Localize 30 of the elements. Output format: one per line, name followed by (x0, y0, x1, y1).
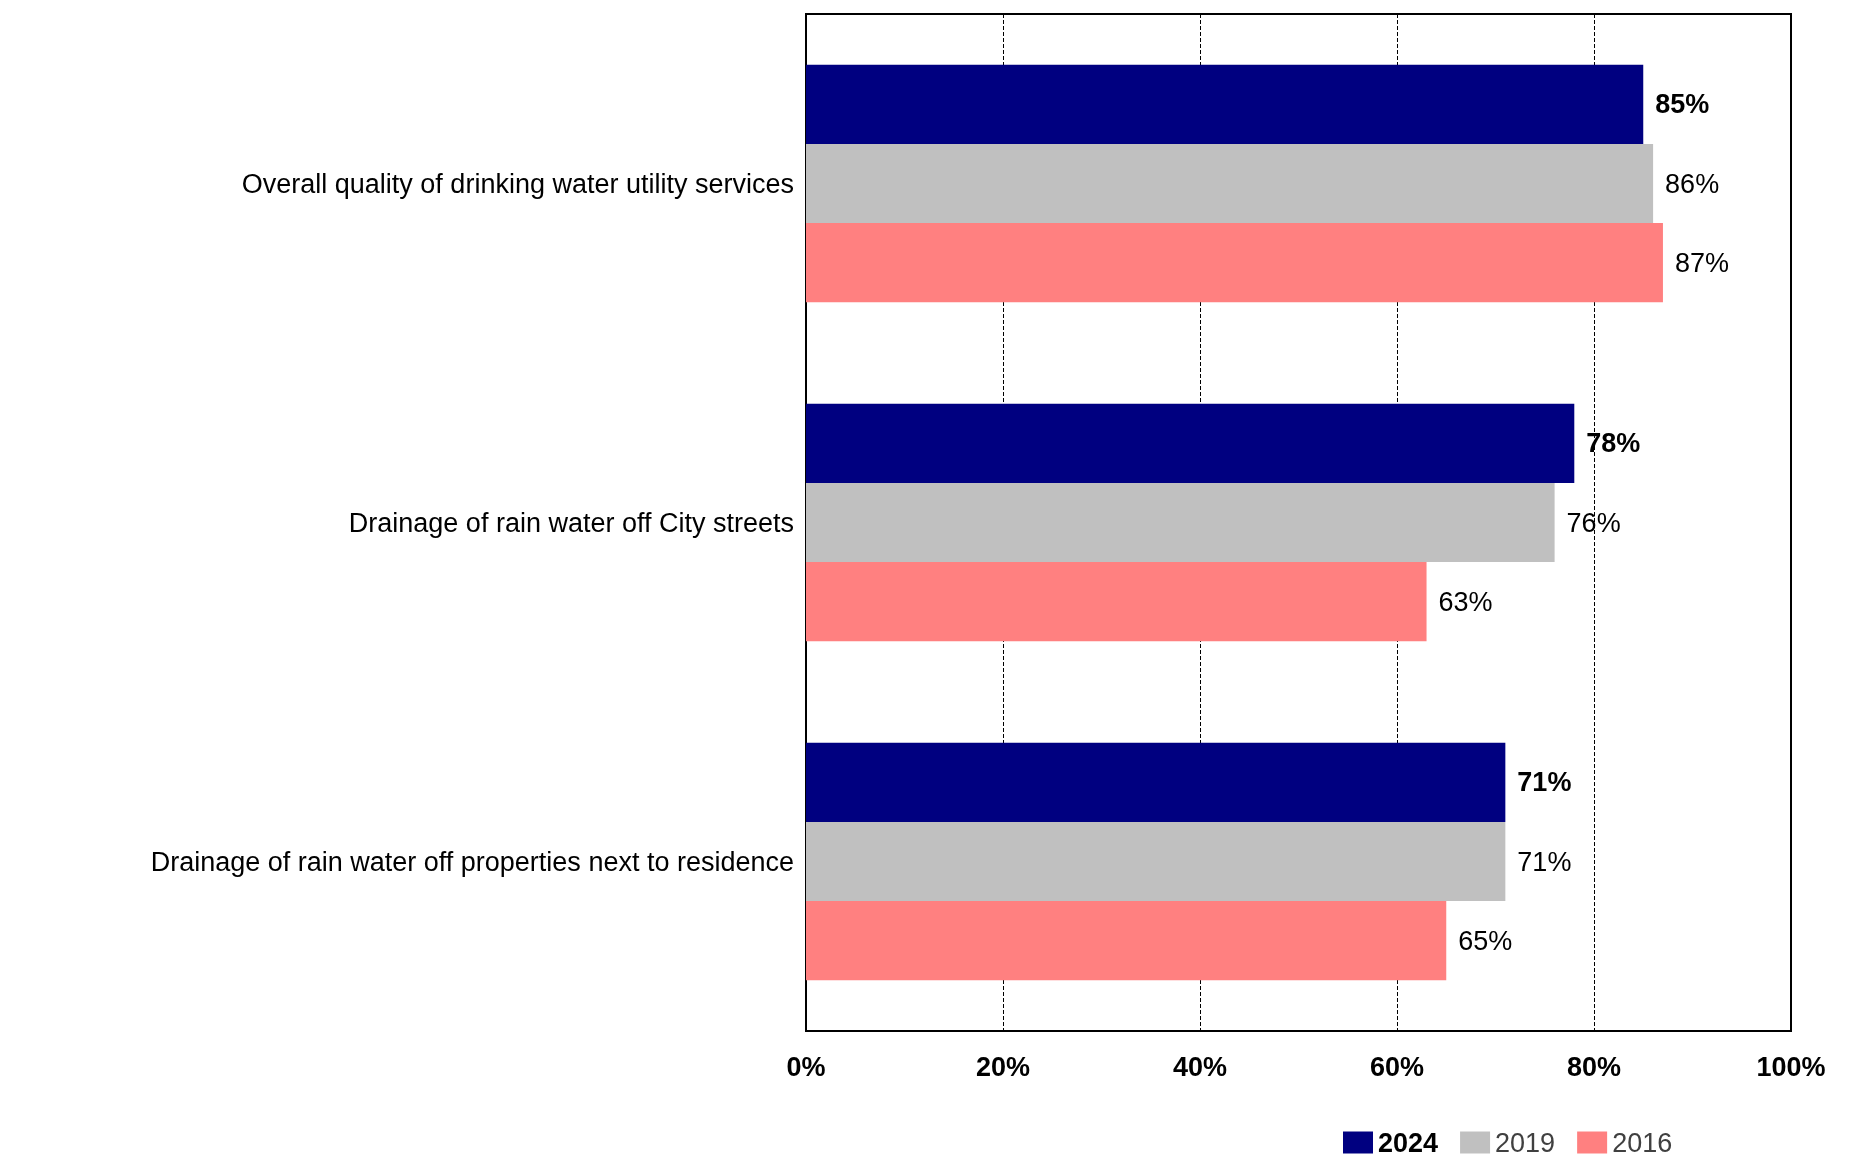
data-label: 85% (1655, 89, 1710, 120)
x-tick-label: 100% (1756, 1051, 1826, 1082)
legend-label: 2024 (1378, 1127, 1439, 1158)
bar (806, 64, 1644, 144)
data-label: 71% (1517, 767, 1572, 798)
legend-label: 2016 (1612, 1127, 1673, 1158)
bar (806, 403, 1575, 483)
x-tick-label: 20% (975, 1051, 1031, 1082)
data-label: 86% (1665, 168, 1720, 199)
x-tick-label: 80% (1566, 1051, 1622, 1082)
bar (806, 562, 1427, 642)
data-label: 65% (1458, 925, 1513, 956)
bar (806, 901, 1447, 981)
data-label: 78% (1586, 428, 1641, 459)
bar (806, 482, 1555, 563)
legend-label: 2019 (1495, 1127, 1556, 1158)
x-tick-label: 60% (1369, 1051, 1425, 1082)
bar (806, 742, 1506, 822)
bar (806, 821, 1506, 902)
x-tick-label: 0% (786, 1051, 826, 1082)
y-tick-label: Drainage of rain water off City streets (348, 507, 794, 538)
y-tick-label: Drainage of rain water off properties next to residence (150, 846, 794, 877)
data-label: 71% (1517, 846, 1572, 877)
x-tick-label: 40% (1172, 1051, 1228, 1082)
bar (806, 223, 1663, 303)
bar (806, 143, 1654, 224)
data-label: 63% (1438, 586, 1493, 617)
y-tick-label: Overall quality of drinking water utility services (241, 168, 794, 199)
data-label: 87% (1674, 247, 1729, 278)
data-label: 76% (1566, 507, 1621, 538)
